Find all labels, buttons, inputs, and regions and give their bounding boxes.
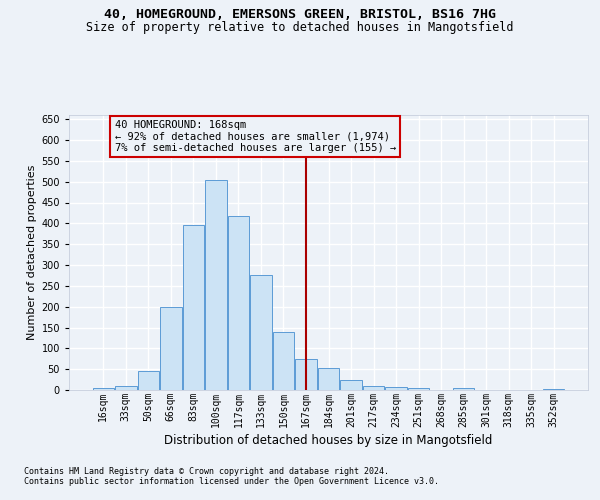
- Bar: [228, 216, 249, 390]
- Bar: [340, 380, 362, 390]
- Y-axis label: Number of detached properties: Number of detached properties: [27, 165, 37, 340]
- Bar: [363, 386, 384, 390]
- Bar: [137, 371, 159, 390]
- Bar: [160, 306, 182, 390]
- X-axis label: Distribution of detached houses by size in Mangotsfield: Distribution of detached houses by size …: [164, 434, 493, 446]
- Bar: [318, 368, 339, 390]
- Bar: [115, 386, 137, 390]
- Text: Contains public sector information licensed under the Open Government Licence v3: Contains public sector information licen…: [24, 477, 439, 486]
- Bar: [250, 276, 272, 390]
- Bar: [92, 388, 114, 390]
- Bar: [385, 386, 407, 390]
- Bar: [408, 388, 429, 390]
- Bar: [205, 180, 227, 390]
- Text: 40 HOMEGROUND: 168sqm
← 92% of detached houses are smaller (1,974)
7% of semi-de: 40 HOMEGROUND: 168sqm ← 92% of detached …: [115, 120, 396, 153]
- Bar: [453, 388, 475, 390]
- Text: 40, HOMEGROUND, EMERSONS GREEN, BRISTOL, BS16 7HG: 40, HOMEGROUND, EMERSONS GREEN, BRISTOL,…: [104, 8, 496, 20]
- Text: Contains HM Land Registry data © Crown copyright and database right 2024.: Contains HM Land Registry data © Crown c…: [24, 467, 389, 476]
- Bar: [543, 389, 565, 390]
- Bar: [182, 226, 204, 390]
- Text: Size of property relative to detached houses in Mangotsfield: Size of property relative to detached ho…: [86, 21, 514, 34]
- Bar: [273, 332, 294, 390]
- Bar: [295, 359, 317, 390]
